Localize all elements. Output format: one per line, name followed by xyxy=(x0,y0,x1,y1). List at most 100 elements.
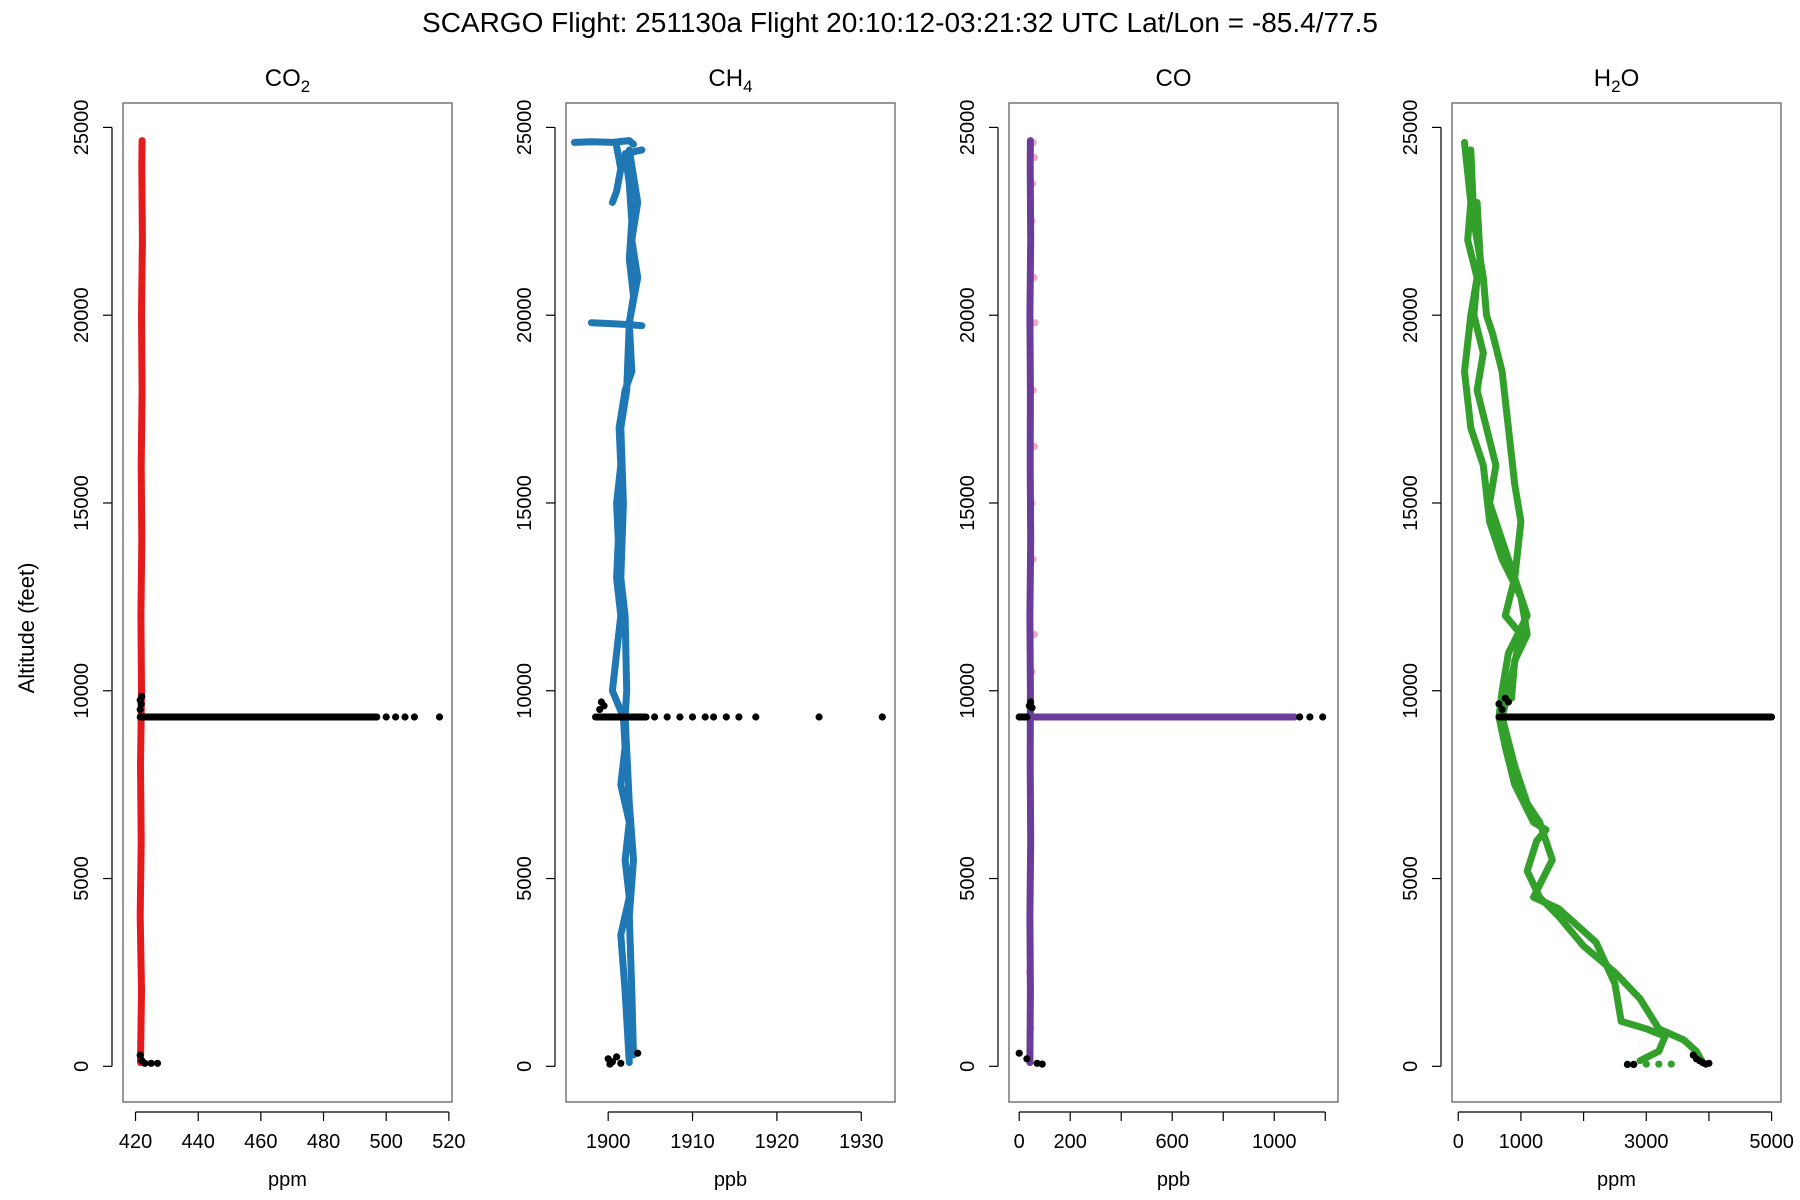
panel-title-main: CO xyxy=(265,65,301,92)
x-tick-label: 0 xyxy=(1453,1131,1464,1153)
data-point xyxy=(676,713,684,721)
chart-panel-4: H2O 0 1000 3000 5000 ppm 0 5000 10000 15000 20000 2… xyxy=(1400,65,1794,1191)
data-point xyxy=(815,713,823,721)
chart-panel-1: CO2 420 440 460 480 500 520 ppm 0 5000 10000 15000 2… xyxy=(71,65,466,1191)
panel-title: CH4 xyxy=(708,65,752,96)
chart-panel-3: CO 0 200 600 1000 ppb 0 5000 10000 15000 20000 2500… xyxy=(957,65,1339,1191)
data-point xyxy=(1495,700,1503,708)
data-point xyxy=(1655,1060,1663,1068)
data-point xyxy=(141,1059,149,1067)
y-tick-label: 0 xyxy=(71,1061,93,1072)
x-tick-label: 1000 xyxy=(1252,1131,1297,1153)
series-2 xyxy=(592,698,886,1068)
data-point xyxy=(663,713,671,721)
y-tick-label: 25000 xyxy=(1400,100,1422,156)
data-point xyxy=(1630,1060,1638,1068)
x-tick-label: 0 xyxy=(1014,1131,1025,1153)
series-1 xyxy=(1461,138,1707,1068)
data-trace xyxy=(587,319,646,330)
x-tick-label: 600 xyxy=(1156,1131,1189,1153)
panel-title-main: H xyxy=(1594,65,1611,92)
data-point xyxy=(722,713,730,721)
data-point xyxy=(1667,1060,1675,1068)
y-axis: 0 5000 10000 15000 20000 25000 xyxy=(514,100,556,1072)
data-point xyxy=(410,713,418,721)
data-point xyxy=(1038,1060,1046,1068)
series-2 xyxy=(1024,137,1299,1067)
x-tick-label: 480 xyxy=(307,1131,340,1153)
data-point xyxy=(878,713,886,721)
series-2 xyxy=(136,692,444,1067)
x-tick-label: 1900 xyxy=(586,1131,631,1153)
panel-title-main: CO xyxy=(1156,65,1192,92)
panel-title-subscript: 2 xyxy=(301,77,310,96)
data-trace xyxy=(1467,146,1669,1065)
x-axis-label: ppb xyxy=(1157,1169,1190,1191)
y-tick-label: 15000 xyxy=(71,475,93,531)
y-tick-label: 10000 xyxy=(514,663,536,719)
data-point xyxy=(735,713,743,721)
y-tick-label: 25000 xyxy=(957,100,979,156)
series-1 xyxy=(136,137,146,1067)
data-point xyxy=(1023,713,1031,721)
data-point xyxy=(382,713,390,721)
y-tick-label: 20000 xyxy=(1400,287,1422,343)
x-tick-label: 420 xyxy=(119,1131,152,1153)
panel-title-suffix: O xyxy=(1621,65,1640,92)
x-tick-label: 500 xyxy=(370,1131,403,1153)
y-tick-label: 5000 xyxy=(1400,856,1422,901)
y-axis-label: Altitude (feet) xyxy=(14,563,39,694)
plot-frame xyxy=(565,102,896,1103)
data-point xyxy=(1705,1059,1713,1067)
plot-frame xyxy=(1008,102,1339,1103)
data-point xyxy=(136,705,144,714)
panel-title-subscript: 2 xyxy=(1611,77,1620,96)
panel-title: CO xyxy=(1156,65,1192,92)
data-point xyxy=(1306,713,1314,721)
data-point xyxy=(1504,698,1512,706)
series-1 xyxy=(570,137,646,1067)
panel-title-subscript: 4 xyxy=(743,77,752,96)
data-point xyxy=(1642,1060,1650,1068)
x-axis-label: ppm xyxy=(1597,1169,1636,1191)
x-axis: 420 440 460 480 500 520 ppm xyxy=(119,1111,466,1191)
data-trace xyxy=(570,137,637,148)
data-point xyxy=(634,1049,642,1057)
y-tick-label: 0 xyxy=(1400,1061,1422,1072)
x-tick-label: 440 xyxy=(182,1131,215,1153)
data-point xyxy=(600,702,608,710)
y-axis: 0 5000 10000 15000 20000 25000 xyxy=(1400,100,1442,1072)
y-tick-label: 20000 xyxy=(957,287,979,343)
series-2 xyxy=(1495,694,1776,1068)
y-tick-label: 5000 xyxy=(71,856,93,901)
data-point xyxy=(138,692,146,701)
x-tick-label: 1000 xyxy=(1499,1131,1544,1153)
panel-title: CO2 xyxy=(265,65,310,96)
x-tick-label: 1920 xyxy=(755,1131,800,1153)
data-point xyxy=(1023,1055,1031,1063)
y-tick-label: 15000 xyxy=(1400,475,1422,531)
data-trace xyxy=(1523,826,1707,1067)
y-tick-label: 20000 xyxy=(514,287,536,343)
data-point xyxy=(401,713,409,721)
series-3 xyxy=(1015,698,1327,1068)
figure-title: SCARGO Flight: 251130a Flight 20:10:12-0… xyxy=(422,7,1378,38)
data-point xyxy=(1498,705,1506,714)
plot-frame xyxy=(1451,102,1782,1103)
data-point xyxy=(1027,698,1035,706)
data-trace xyxy=(617,146,642,1059)
data-point xyxy=(701,713,709,721)
data-trace xyxy=(136,137,146,1067)
x-axis-label: ppm xyxy=(268,1169,307,1191)
data-point xyxy=(1028,704,1036,712)
data-point xyxy=(688,713,697,721)
data-point xyxy=(710,713,718,721)
data-trace xyxy=(608,146,646,1067)
data-trace xyxy=(1026,137,1035,1067)
y-tick-label: 25000 xyxy=(71,100,93,156)
data-point xyxy=(153,1059,162,1067)
y-tick-label: 10000 xyxy=(71,663,93,719)
x-axis: 0 1000 3000 5000 ppm xyxy=(1453,1111,1794,1191)
